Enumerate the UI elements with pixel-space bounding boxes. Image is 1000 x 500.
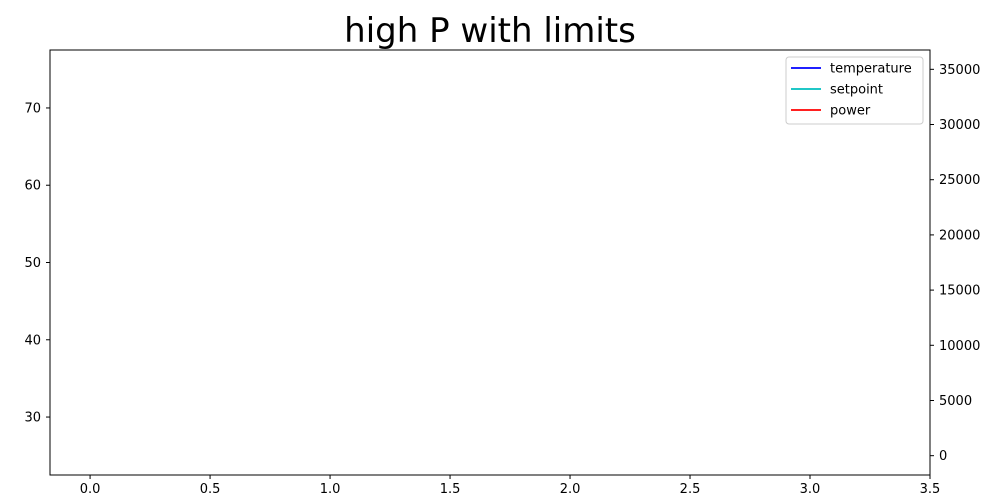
y-tick-label: 60 bbox=[24, 179, 41, 194]
x-tick-label: 0.0 bbox=[80, 482, 101, 497]
y2-tick-label: 15000 bbox=[939, 284, 980, 299]
x-tick-label: 0.5 bbox=[200, 482, 221, 497]
legend-label-temperature: temperature bbox=[830, 62, 912, 77]
x-tick-label: 3.5 bbox=[920, 482, 941, 497]
legend-box bbox=[785, 56, 924, 125]
y-tick-label: 50 bbox=[24, 256, 41, 271]
x-tick-label: 2.5 bbox=[680, 482, 701, 497]
x-tick-label: 1.5 bbox=[440, 482, 461, 497]
legend-label-power: power bbox=[830, 104, 871, 119]
y-tick-label: 40 bbox=[24, 333, 41, 348]
axes: 0.0 0.5 1.0 1.5 2.0 2.5 3.0 3.5 30 40 50 60 70 0 5000 1… bbox=[24, 49, 980, 497]
x-tick-label: 1.0 bbox=[320, 482, 341, 497]
y2-tick-label: 35000 bbox=[939, 63, 980, 78]
y2-tick-label: 5000 bbox=[939, 394, 972, 409]
y2-tick-label: 10000 bbox=[939, 339, 980, 354]
x-tick-label: 2.0 bbox=[560, 482, 581, 497]
y2-tick-label: 0 bbox=[939, 449, 947, 464]
x-tick-label: 3.0 bbox=[800, 482, 821, 497]
legend: temperature setpoint power bbox=[785, 56, 924, 125]
legend-label-setpoint: setpoint bbox=[830, 83, 883, 98]
y2-tick-label: 25000 bbox=[939, 173, 980, 188]
y-tick-label: 30 bbox=[24, 411, 41, 426]
y-tick-label: 70 bbox=[24, 101, 41, 116]
y2-tick-label: 20000 bbox=[939, 228, 980, 243]
y2-tick-label: 30000 bbox=[939, 118, 980, 133]
chart-title: high P with limits bbox=[344, 11, 636, 51]
